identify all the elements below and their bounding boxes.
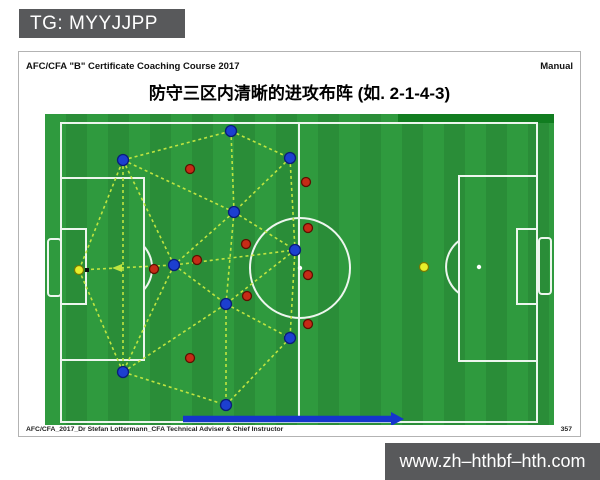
player-dot-B5 xyxy=(167,258,181,272)
pass-link xyxy=(233,157,291,213)
pitch-svg xyxy=(47,114,554,425)
pitch-top-band xyxy=(398,114,554,123)
penalty-box-right xyxy=(458,175,538,362)
pass-link xyxy=(173,249,296,266)
pass-link xyxy=(225,249,296,305)
page-title: 防守三区内清晰的进攻布阵 (如. 2-1-4-3) xyxy=(148,84,451,103)
opponent-dot-R6 xyxy=(148,263,160,275)
penalty-box-left xyxy=(60,177,145,361)
page-header: AFC/CFA "B" Certificate Coaching Course … xyxy=(26,61,573,72)
pass-link xyxy=(78,159,124,271)
player-dot-B9 xyxy=(283,331,297,345)
pass-link xyxy=(225,303,291,339)
pass-link xyxy=(122,371,227,406)
center-circle xyxy=(249,217,351,319)
opponent-dot-R8 xyxy=(241,290,253,302)
pass-link xyxy=(289,249,296,339)
pass-link xyxy=(78,264,175,271)
website-watermark-banner: www.zh–hthbf–hth.com xyxy=(385,443,600,480)
penalty-arc-right xyxy=(445,240,460,294)
player-dot-B3 xyxy=(283,151,297,165)
pass-link xyxy=(230,130,235,213)
pass-link xyxy=(173,264,227,305)
opponent-dot-R9 xyxy=(302,318,314,330)
players-layer xyxy=(73,124,430,425)
player-dot-B1 xyxy=(116,153,130,167)
telegram-watermark-text: TG: MYYJJPP xyxy=(30,12,158,34)
opponent-dot-R4 xyxy=(240,238,252,250)
player-dot-B7 xyxy=(116,365,130,379)
player-dot-B4 xyxy=(227,205,241,219)
pass-link xyxy=(78,269,124,373)
goal-right xyxy=(538,237,552,295)
pass-link xyxy=(122,130,232,161)
pass-link xyxy=(122,303,227,373)
goal-left xyxy=(47,238,62,297)
opponent-dot-R10 xyxy=(184,352,196,364)
opponent-dot-R7 xyxy=(302,269,314,281)
player-dot-B8 xyxy=(219,297,233,311)
player-dot-B6 xyxy=(288,243,302,257)
course-title-text: AFC/CFA "B" Certificate Coaching Course … xyxy=(26,61,240,72)
pitch-diagram xyxy=(45,114,554,425)
direction-of-play-arrowhead xyxy=(391,412,404,425)
telegram-watermark-banner: TG: MYYJJPP xyxy=(19,9,185,38)
six-yard-box-right xyxy=(516,228,538,305)
ball xyxy=(85,268,89,272)
goalkeeper-dot-GK2 xyxy=(418,261,430,273)
pass-link xyxy=(122,264,175,373)
website-watermark-text: www.zh–hthbf–hth.com xyxy=(399,451,586,471)
pass-link xyxy=(122,159,235,213)
manual-page: AFC/CFA "B" Certificate Coaching Course … xyxy=(18,51,581,437)
pass-link xyxy=(122,159,175,266)
pass-link xyxy=(225,337,291,406)
opponent-dot-R5 xyxy=(191,254,203,266)
opponent-dot-R2 xyxy=(300,176,312,188)
opponent-dot-R3 xyxy=(302,222,314,234)
pass-arrowhead xyxy=(112,264,122,272)
pass-link xyxy=(230,130,291,159)
footer-credit: AFC/CFA_2017_Dr Stefan Lottermann_CFA Te… xyxy=(26,426,284,433)
player-dot-B10 xyxy=(219,398,233,412)
page-number: 357 xyxy=(560,426,572,433)
pass-link xyxy=(173,211,235,266)
pass-link xyxy=(289,157,296,251)
manual-label: Manual xyxy=(540,61,573,72)
opponent-dot-R1 xyxy=(184,163,196,175)
player-dot-B2 xyxy=(224,124,238,138)
goalkeeper-dot-GK1 xyxy=(73,264,85,276)
penalty-spot-right xyxy=(476,264,482,270)
center-spot xyxy=(297,265,303,271)
